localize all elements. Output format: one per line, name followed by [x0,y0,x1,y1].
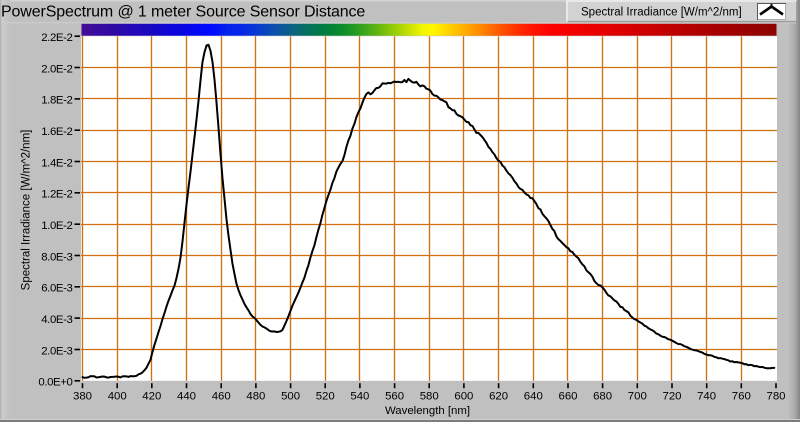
svg-text:400: 400 [108,391,127,403]
svg-text:500: 500 [281,391,300,403]
svg-text:740: 740 [697,391,716,403]
svg-text:460: 460 [212,391,231,403]
svg-text:720: 720 [662,391,681,403]
svg-text:420: 420 [142,391,161,403]
svg-text:540: 540 [350,391,369,403]
svg-text:1.2E-2: 1.2E-2 [41,189,72,201]
svg-text:760: 760 [732,391,751,403]
svg-text:520: 520 [316,391,335,403]
svg-text:Spectral Irradiance [W/m^2/nm]: Spectral Irradiance [W/m^2/nm] [21,130,33,291]
svg-text:700: 700 [628,391,647,403]
svg-text:2.2E-2: 2.2E-2 [41,32,72,44]
svg-text:680: 680 [593,391,612,403]
svg-text:780: 780 [766,391,785,403]
svg-text:1.0E-2: 1.0E-2 [41,220,72,232]
svg-text:600: 600 [454,391,473,403]
svg-text:660: 660 [558,391,577,403]
svg-text:2.0E-3: 2.0E-3 [41,345,72,357]
svg-text:1.4E-2: 1.4E-2 [41,157,72,169]
svg-text:560: 560 [385,391,404,403]
svg-text:620: 620 [489,391,508,403]
svg-text:4.0E-3: 4.0E-3 [41,314,72,326]
svg-text:0.0E+0: 0.0E+0 [38,377,72,389]
svg-text:Wavelength [nm]: Wavelength [nm] [385,405,470,417]
svg-text:480: 480 [246,391,265,403]
svg-text:580: 580 [420,391,439,403]
svg-text:6.0E-3: 6.0E-3 [41,283,72,295]
svg-text:1.6E-2: 1.6E-2 [41,126,72,138]
svg-text:640: 640 [524,391,543,403]
svg-text:2.0E-2: 2.0E-2 [41,63,72,75]
svg-text:Spectral Irradiance [W/m^2/nm]: Spectral Irradiance [W/m^2/nm] [581,6,742,18]
svg-text:1.8E-2: 1.8E-2 [41,95,72,107]
svg-text:380: 380 [73,391,92,403]
svg-text:PowerSpectrum @ 1 meter Source: PowerSpectrum @ 1 meter Source Sensor Di… [1,4,365,21]
svg-text:8.0E-3: 8.0E-3 [41,251,72,263]
svg-text:440: 440 [177,391,196,403]
